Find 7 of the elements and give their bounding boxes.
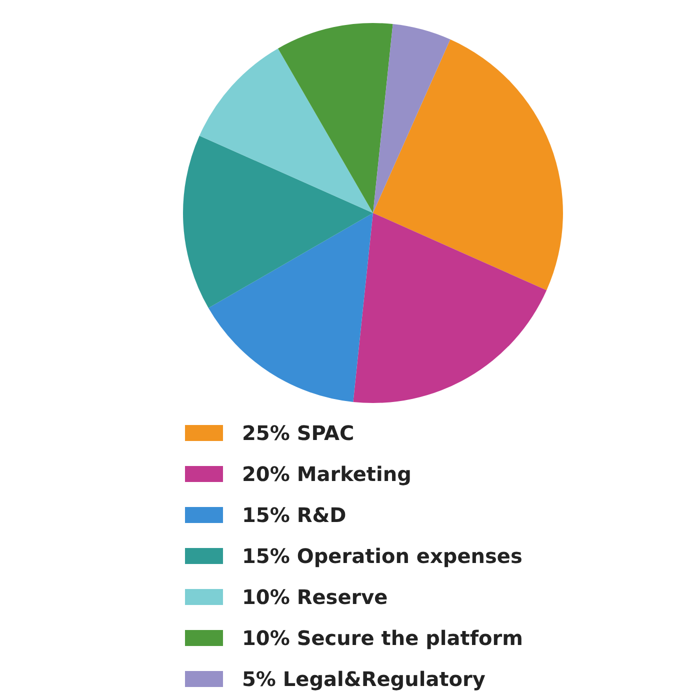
legend-label: 15% Operation expenses — [242, 544, 522, 568]
legend-label: 15% R&D — [242, 503, 346, 527]
legend-label: 25% SPAC — [242, 421, 354, 445]
legend-label: 5% Legal&Regulatory — [242, 667, 486, 691]
legend-label: 10% Secure the platform — [242, 626, 523, 650]
legend-label: 20% Marketing — [242, 462, 412, 486]
legend-label: 10% Reserve — [242, 585, 388, 609]
